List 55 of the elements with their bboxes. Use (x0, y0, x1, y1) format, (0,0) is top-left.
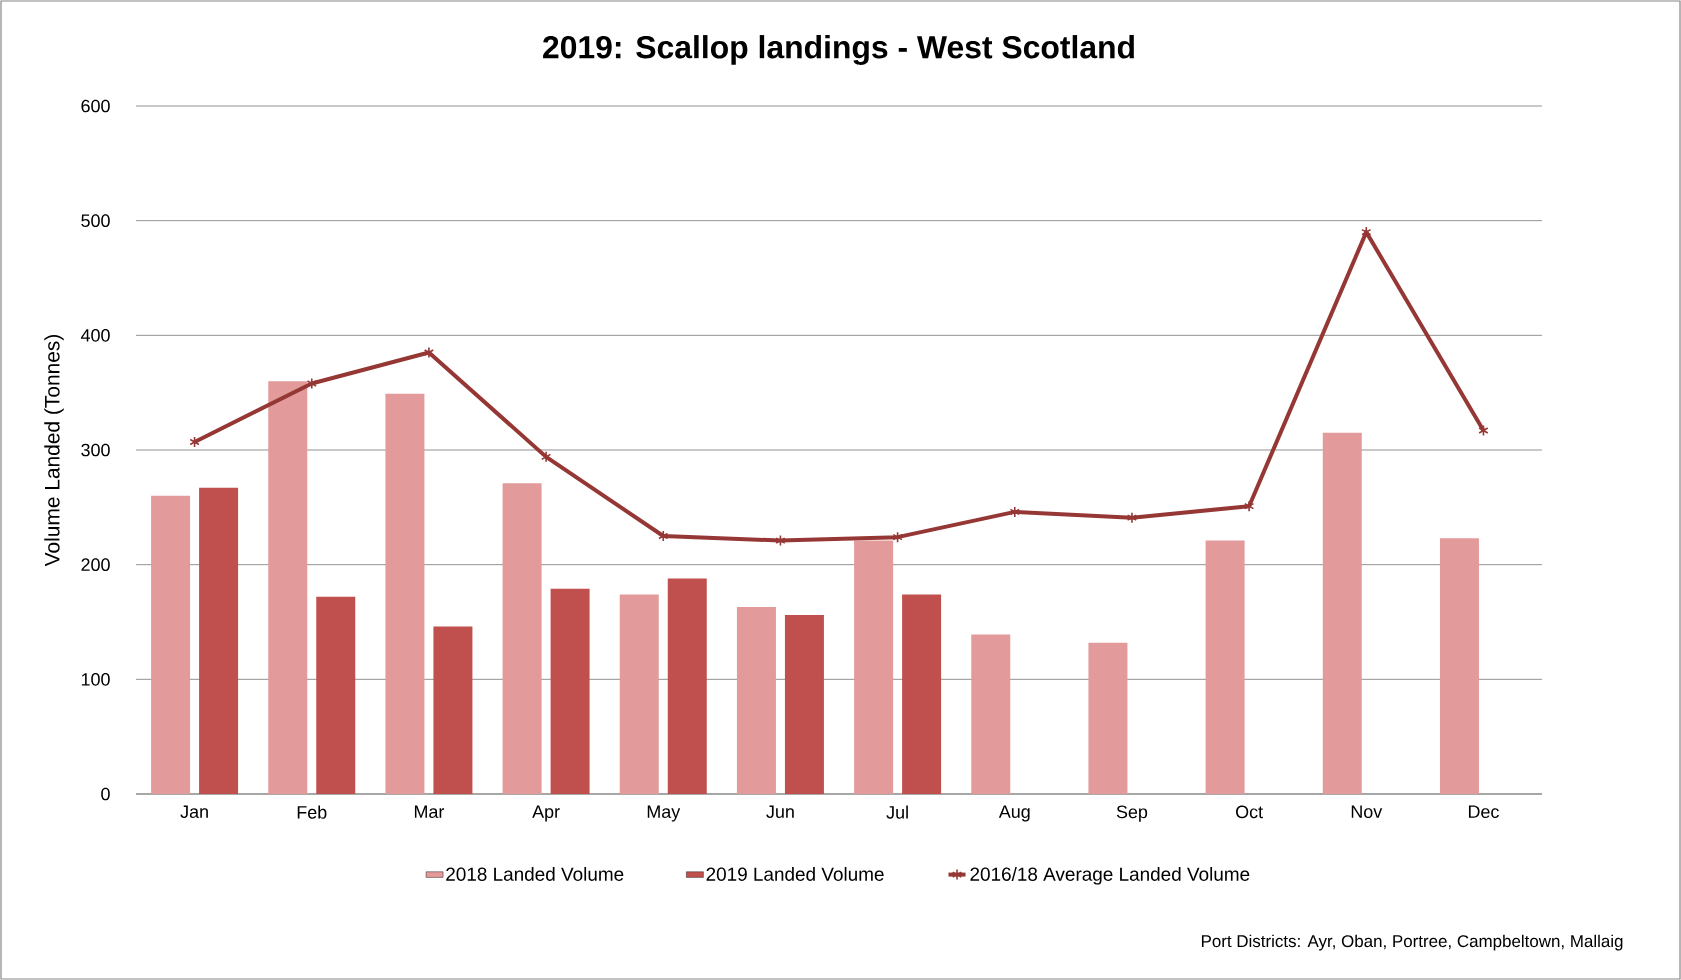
bar (550, 588, 590, 794)
chart-title: 2019: Scallop landings - West Scotland (543, 35, 1134, 65)
bar (902, 594, 942, 794)
x-tick-label: Apr (532, 805, 560, 822)
x-tick-label: Jan (180, 805, 208, 819)
bar (316, 596, 356, 794)
x-tick-label: Mar (414, 805, 445, 819)
point (306, 377, 317, 390)
bar (268, 381, 308, 794)
bar (854, 540, 894, 794)
bar (151, 495, 191, 794)
y-tick-label: 100 (81, 672, 110, 686)
bar (736, 607, 776, 794)
bar (1205, 540, 1245, 794)
bar (619, 594, 659, 794)
text: Port Districts: Ayr, Oban, Portree, Campbeltown, Mallaig (1201, 934, 1623, 951)
x-tick-label: May (647, 805, 681, 822)
bar (784, 615, 824, 794)
y-tick-label: 200 (81, 558, 110, 571)
y-tick-label: 400 (80, 328, 110, 342)
x-tick-label: Dec (1468, 805, 1499, 819)
point (775, 534, 786, 547)
bar (1088, 642, 1128, 794)
point (189, 436, 200, 448)
bar (385, 393, 425, 794)
bar (1439, 538, 1479, 794)
legend-label: 2016/18 Average Landed Volume (970, 866, 1250, 885)
bar (667, 578, 707, 794)
bar (199, 487, 239, 794)
y-axis-title: Volume Landed (Tonnes) (44, 335, 64, 567)
point (658, 530, 669, 542)
x-tick-label: Nov (1351, 805, 1383, 819)
point (1126, 511, 1138, 524)
y-tick-label: 0 (101, 787, 110, 801)
point (1243, 500, 1255, 512)
bar (971, 634, 1011, 794)
x-tick-label: Feb (297, 805, 327, 819)
point (540, 451, 552, 463)
x-tick-label: Sep (1116, 805, 1148, 822)
y-tick-label: 500 (81, 214, 110, 227)
point (1478, 424, 1489, 437)
point (1009, 506, 1020, 518)
bar (502, 483, 542, 794)
legend-label: 2019 Landed Volume (706, 866, 884, 881)
y-tick-label: 300 (81, 443, 110, 457)
bar (1322, 432, 1362, 794)
x-tick-label: Jun (766, 805, 794, 819)
point (892, 531, 903, 543)
y-tick-label: 600 (81, 99, 110, 113)
x-tick-label: Oct (1236, 805, 1263, 819)
legend-label: 2018 Landed Volume (446, 866, 624, 881)
x-tick-label: Jul (886, 805, 908, 819)
bar (433, 626, 473, 794)
point (423, 346, 435, 359)
x-tick-label: Aug (998, 805, 1030, 822)
